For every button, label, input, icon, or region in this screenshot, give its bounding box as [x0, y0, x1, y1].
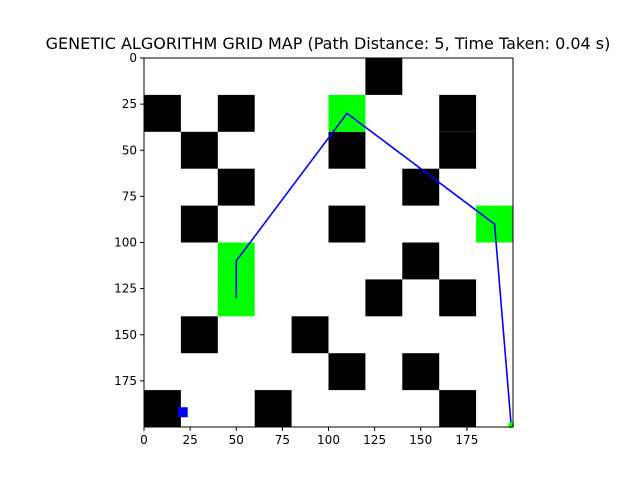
y-tick-label: 0	[129, 51, 137, 65]
y-tick-label: 75	[122, 189, 137, 203]
x-tick-label: 150	[409, 433, 432, 447]
x-tick-label: 75	[275, 433, 290, 447]
obstacle-cell	[328, 131, 366, 169]
start-marker	[177, 407, 188, 418]
y-tick-label: 175	[114, 374, 137, 388]
chart-title: GENETIC ALGORITHM GRID MAP (Path Distanc…	[46, 34, 611, 53]
obstacle-cell	[217, 94, 255, 132]
obstacle-cell	[402, 353, 440, 391]
x-tick-label: 100	[317, 433, 340, 447]
obstacle-cell	[144, 94, 181, 132]
obstacle-cell	[291, 316, 329, 354]
obstacle-cell	[144, 390, 181, 427]
x-tick-label: 50	[229, 433, 244, 447]
obstacle-cell	[439, 94, 477, 132]
x-tick-label: 125	[363, 433, 386, 447]
y-tick-label: 25	[122, 97, 137, 111]
x-tick-label: 175	[455, 433, 478, 447]
obstacle-cell	[217, 168, 255, 206]
y-axis: 0 25 50 75 100 125 150 175	[114, 51, 144, 388]
obstacle-cell	[328, 353, 366, 391]
obstacle-cell	[439, 131, 477, 169]
obstacle-cell	[254, 390, 292, 427]
x-tick-label: 0	[140, 433, 148, 447]
obstacle-cell	[180, 131, 218, 169]
path-line	[235, 112, 512, 426]
obstacle-cell	[402, 168, 440, 206]
x-axis: 0 25 50 75 100 125 150 175	[140, 427, 478, 447]
obstacle-cell	[365, 58, 403, 95]
y-tick-label: 50	[122, 143, 137, 157]
obstacle-cell	[180, 316, 218, 354]
obstacle-cell	[439, 279, 477, 317]
y-tick-label: 150	[114, 328, 137, 342]
obstacle-cell	[402, 242, 440, 280]
plot-area	[143, 57, 515, 429]
obstacle-cell	[180, 205, 218, 243]
x-tick-label: 25	[182, 433, 197, 447]
obstacle-cell	[328, 205, 366, 243]
obstacle-cell	[365, 279, 403, 317]
obstacle-cell	[439, 390, 477, 427]
y-tick-label: 100	[114, 236, 137, 250]
y-tick-label: 125	[114, 282, 137, 296]
